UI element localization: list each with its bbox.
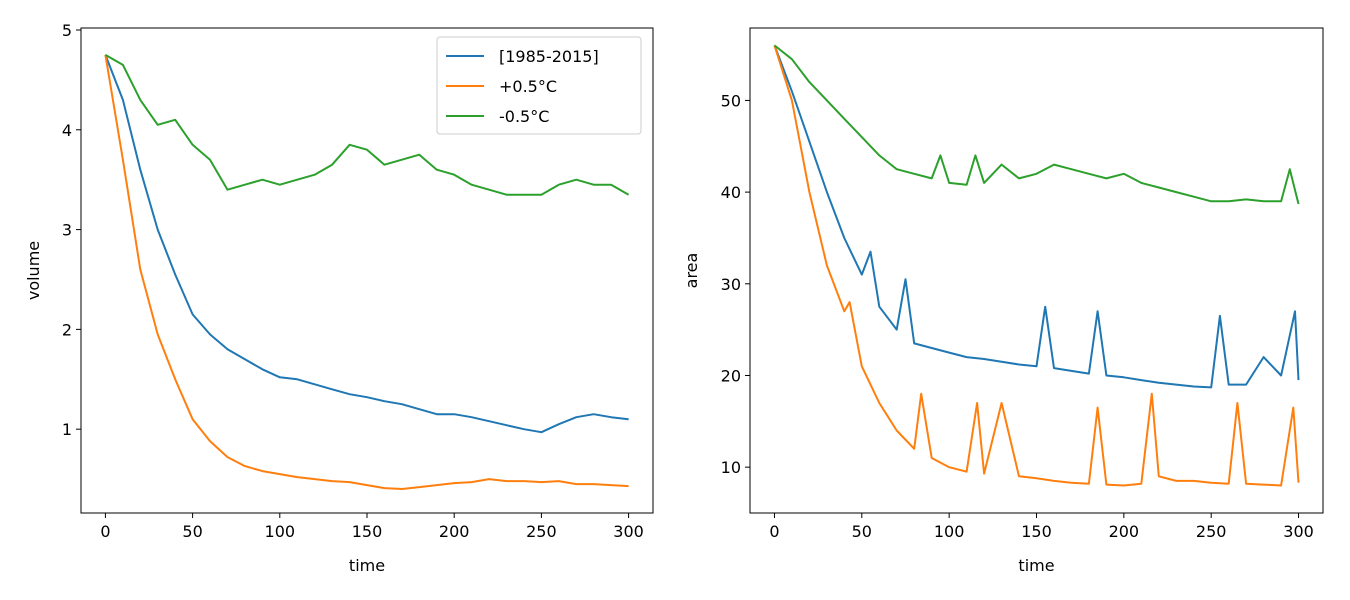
legend-box <box>436 36 642 135</box>
x-tick-label: 150 <box>1021 522 1052 541</box>
legend-label: -0.5°C <box>499 107 549 126</box>
x-tick-label: 200 <box>1109 522 1140 541</box>
y-axis-label: area <box>682 253 701 289</box>
x-tick-label: 250 <box>1196 522 1227 541</box>
chart-area: 0 50 100 150 200 250 300 10 20 30 40 50 time area <box>682 27 1324 575</box>
series-line <box>773 44 1300 205</box>
plot-frame <box>749 27 1324 514</box>
series-line <box>104 54 629 434</box>
series-line <box>104 54 630 196</box>
x-tick-label: 200 <box>439 522 470 541</box>
y-tick-label: 10 <box>721 458 741 477</box>
y-tick-label: 30 <box>721 275 741 294</box>
x-tick-label: 50 <box>182 522 202 541</box>
chart-volume: 0 50 100 150 200 250 300 1 2 3 4 5 time volume [1985-2… <box>24 21 654 575</box>
x-tick-label: 100 <box>265 522 296 541</box>
x-tick-label: 100 <box>934 522 965 541</box>
y-tick-label: 2 <box>62 320 72 339</box>
series-line <box>773 45 1300 487</box>
x-axis-label: time <box>1018 556 1054 575</box>
y-tick-label: 20 <box>721 366 741 385</box>
x-axis-label: time <box>349 556 385 575</box>
x-tick-label: 0 <box>769 522 779 541</box>
x-tick-label: 300 <box>1283 522 1314 541</box>
x-tick-label: 0 <box>100 522 110 541</box>
legend-label: +0.5°C <box>499 77 557 96</box>
x-tick-label: 150 <box>352 522 383 541</box>
series-line <box>773 45 1300 389</box>
y-tick-label: 3 <box>62 221 72 240</box>
y-tick-label: 50 <box>721 91 741 110</box>
y-tick-label: 5 <box>62 21 72 40</box>
legend: [1985-2015] +0.5°C -0.5°C <box>436 36 642 135</box>
series-line <box>104 54 629 490</box>
x-tick-label: 300 <box>613 522 644 541</box>
y-axis-label: volume <box>24 241 43 300</box>
x-tick-label: 250 <box>526 522 557 541</box>
legend-label: [1985-2015] <box>499 47 599 66</box>
x-tick-label: 50 <box>852 522 872 541</box>
y-tick-label: 1 <box>62 420 72 439</box>
y-tick-label: 40 <box>721 183 741 202</box>
y-tick-label: 4 <box>62 121 72 140</box>
